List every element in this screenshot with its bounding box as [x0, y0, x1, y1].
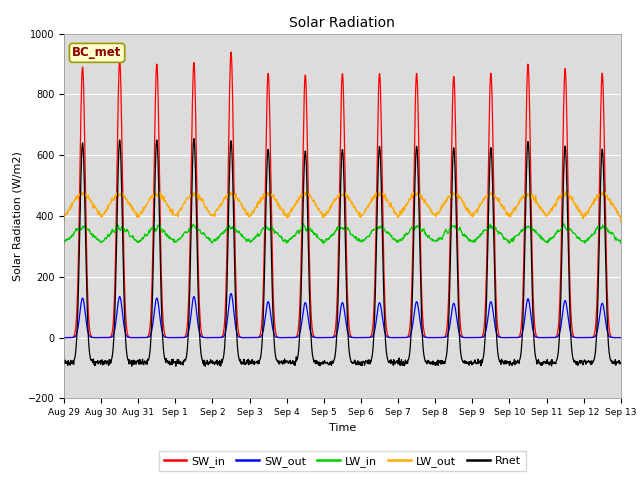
LW_in — [560, 220, 568, 226]
Rnet — [184, 339, 191, 345]
LW_out — [60, 218, 68, 224]
Rnet — [190, 136, 198, 142]
SW_in — [60, 335, 68, 340]
LW_in — [184, 229, 191, 235]
SW_in — [617, 335, 625, 340]
SW_in — [246, 335, 254, 340]
SW_out — [617, 335, 625, 340]
Y-axis label: Solar Radiation (W/m2): Solar Radiation (W/m2) — [12, 151, 22, 281]
LW_in — [170, 240, 178, 245]
Rnet — [247, 360, 255, 366]
Rnet — [552, 360, 559, 366]
Line: LW_in: LW_in — [64, 223, 621, 244]
Legend: SW_in, SW_out, LW_in, LW_out, Rnet: SW_in, SW_out, LW_in, LW_out, Rnet — [159, 451, 525, 471]
LW_in — [617, 240, 625, 246]
SW_out — [227, 291, 235, 297]
Line: Rnet: Rnet — [64, 139, 621, 366]
LW_in — [60, 241, 68, 247]
SW_out — [551, 335, 559, 340]
SW_out — [60, 335, 68, 340]
SW_out — [170, 335, 178, 340]
Line: SW_in: SW_in — [64, 52, 621, 337]
LW_out — [617, 219, 625, 225]
SW_out — [502, 335, 509, 340]
Line: SW_out: SW_out — [64, 294, 621, 337]
SW_in — [429, 335, 437, 340]
LW_in — [502, 235, 509, 241]
Rnet — [170, 359, 178, 365]
SW_out — [429, 335, 437, 340]
LW_out — [551, 203, 559, 208]
Rnet — [202, 363, 209, 369]
SW_in — [551, 335, 559, 340]
Rnet — [429, 360, 437, 366]
SW_in — [502, 335, 509, 340]
LW_out — [170, 212, 178, 217]
LW_in — [429, 236, 436, 242]
LW_out — [246, 213, 254, 219]
LW_out — [303, 188, 311, 193]
LW_in — [246, 239, 254, 245]
Line: LW_out: LW_out — [64, 191, 621, 222]
LW_in — [551, 233, 559, 239]
X-axis label: Time: Time — [329, 423, 356, 432]
Rnet — [617, 360, 625, 366]
LW_out — [429, 211, 437, 216]
SW_out — [184, 331, 191, 337]
Rnet — [60, 360, 68, 366]
Rnet — [502, 361, 510, 367]
Text: BC_met: BC_met — [72, 47, 122, 60]
SW_in — [170, 335, 178, 340]
LW_out — [184, 195, 191, 201]
LW_out — [502, 208, 509, 214]
Title: Solar Radiation: Solar Radiation — [289, 16, 396, 30]
SW_in — [227, 49, 235, 55]
SW_in — [184, 315, 191, 321]
SW_out — [246, 335, 254, 340]
